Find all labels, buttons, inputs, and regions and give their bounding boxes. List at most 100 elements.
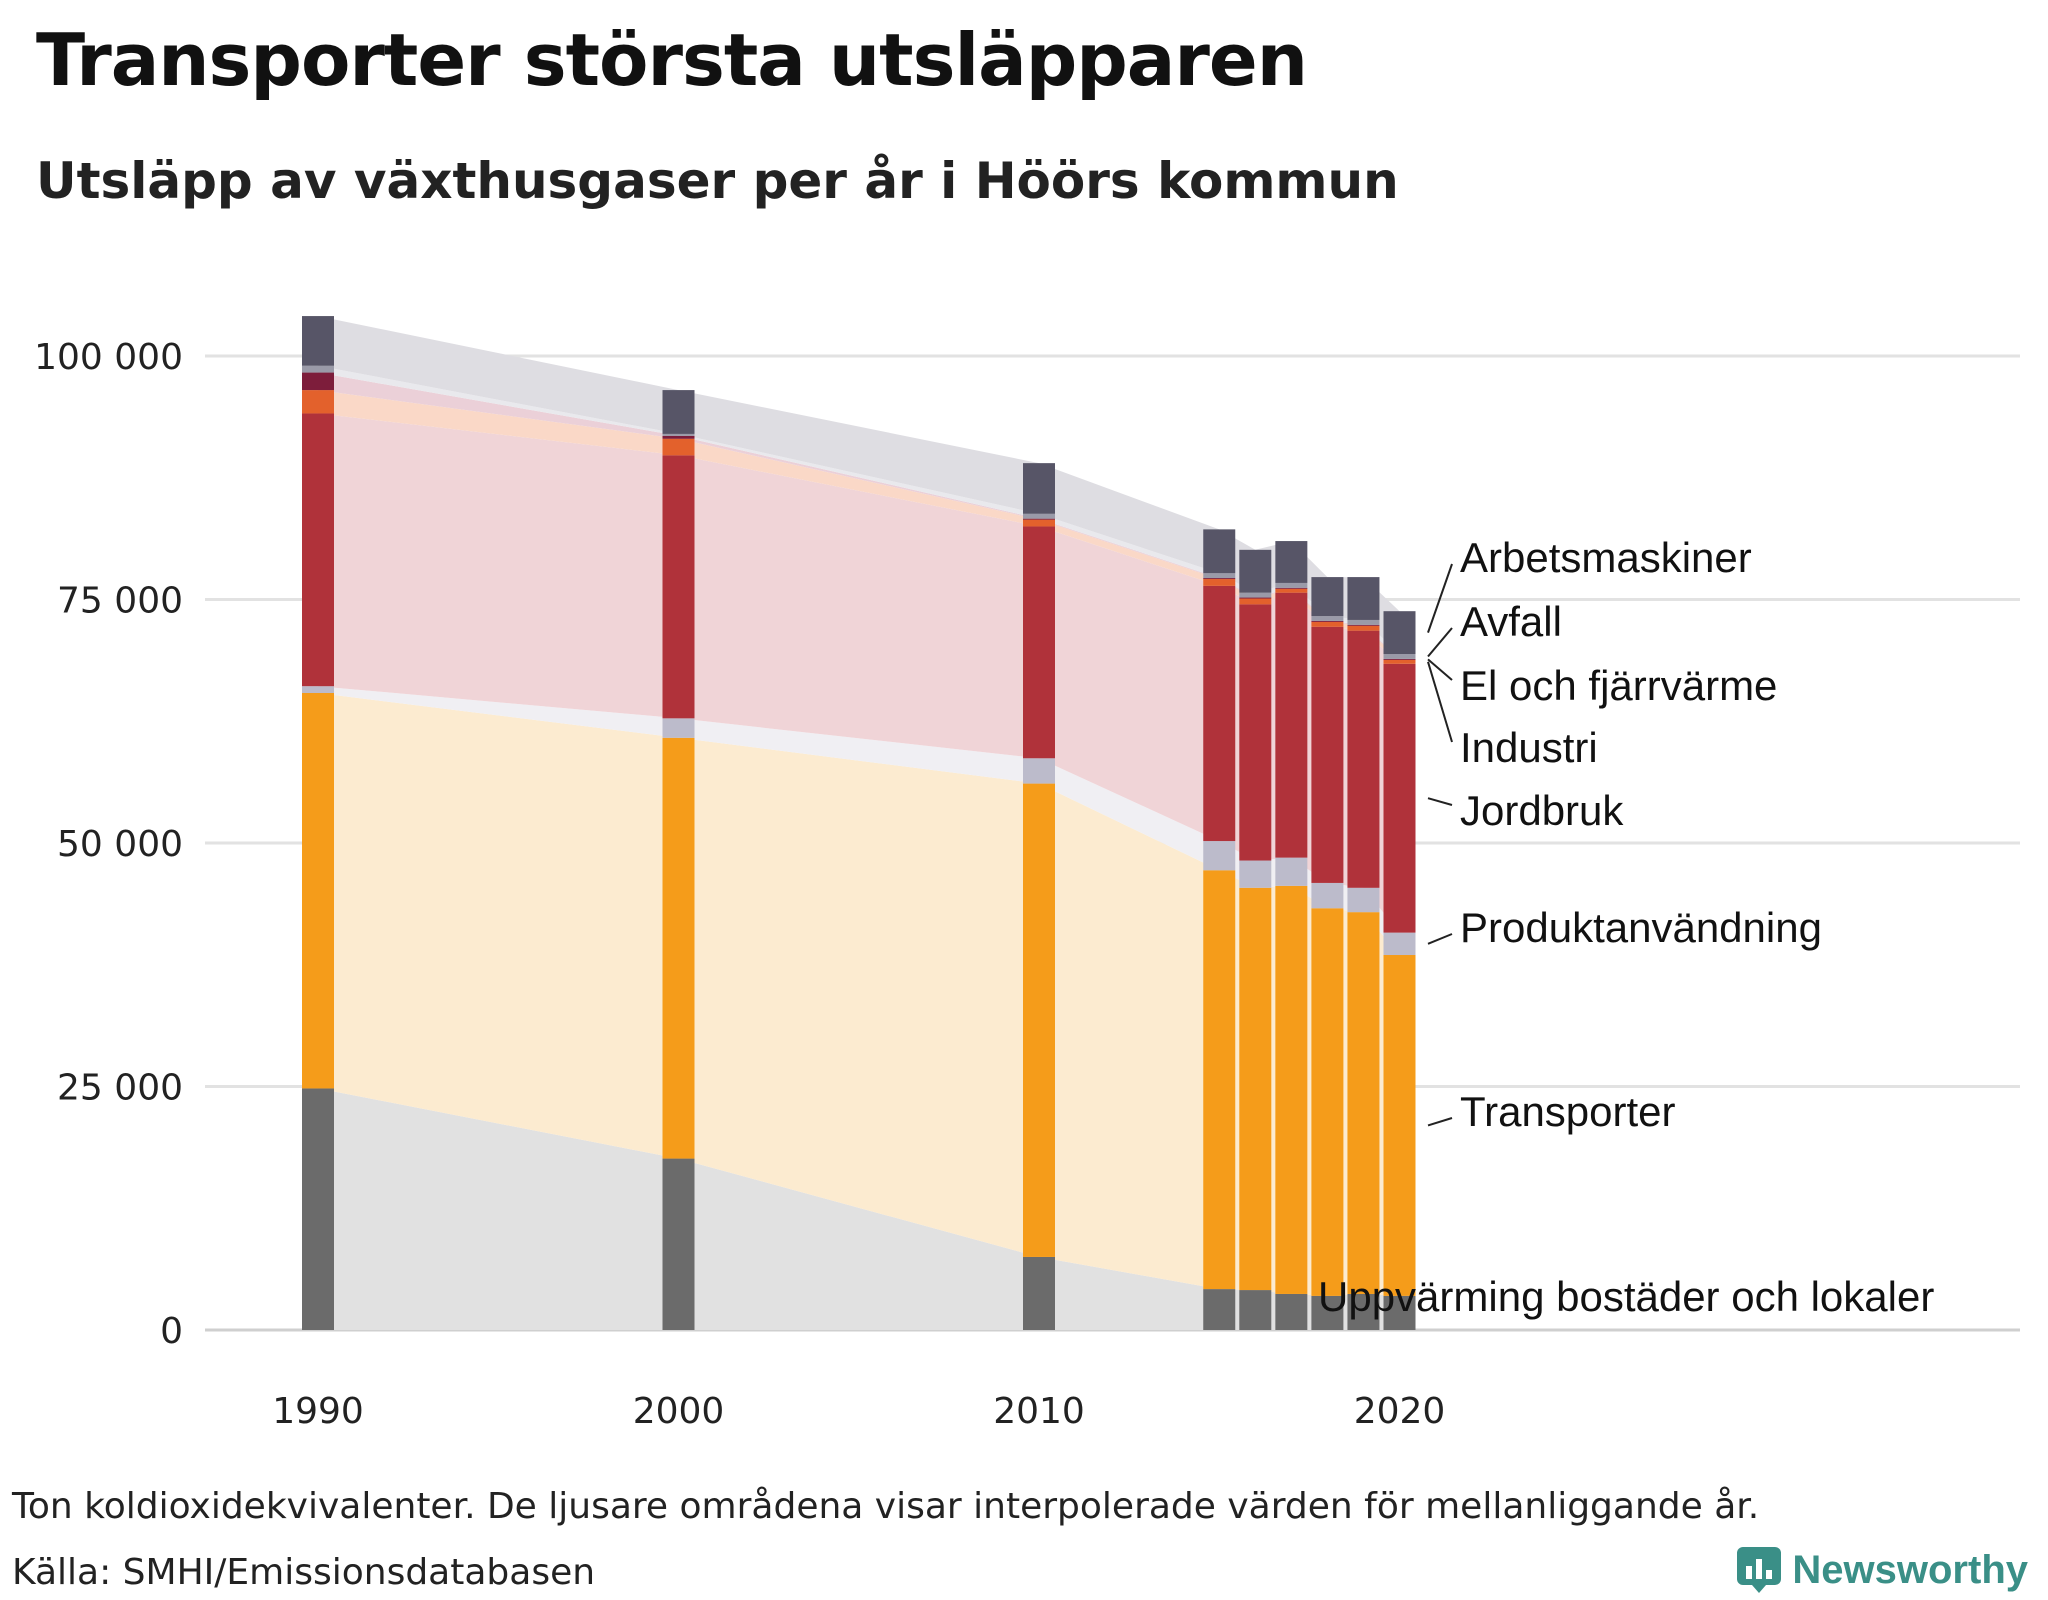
bar-segment <box>302 365 334 373</box>
bar-segment <box>302 372 334 391</box>
y-tick-label: 75 000 <box>57 581 183 622</box>
bar-segment <box>662 1158 695 1330</box>
y-tick-label: 25 000 <box>57 1068 183 1109</box>
bar-segment <box>1311 577 1344 617</box>
bar-segment <box>1203 579 1236 586</box>
bar-segment <box>662 390 695 434</box>
bar-segment <box>662 718 695 738</box>
x-tick-label: 2010 <box>993 1391 1085 1432</box>
bar-segment <box>1239 598 1272 605</box>
bar-segment <box>1347 1293 1380 1330</box>
bar-segment <box>1023 518 1055 520</box>
bar-segment <box>1239 604 1272 861</box>
bar-segment <box>1203 573 1236 579</box>
x-tick-label: 1990 <box>272 1391 364 1432</box>
bar-segment <box>302 390 334 414</box>
chart-subtitle: Utsläpp av växthusgaser per år i Höörs k… <box>36 152 1399 210</box>
bar-segment <box>662 435 695 439</box>
bar-segment <box>302 693 334 1089</box>
bar-segment <box>1311 882 1344 909</box>
series-area-5 <box>318 372 1400 660</box>
brand-name: Newsworthy <box>1792 1547 2028 1592</box>
bar-segment <box>1311 620 1344 622</box>
bar-segment <box>1347 577 1380 620</box>
bar-segment <box>1239 860 1272 888</box>
bar-segment <box>662 438 695 456</box>
series-label: Avfall <box>1460 598 1562 645</box>
source-note: Källa: SMHI/Emissionsdatabasen <box>12 1552 596 1593</box>
bar-segment <box>1383 663 1416 933</box>
series-label: Jordbruk <box>1460 787 1624 834</box>
y-tick-label: 0 <box>160 1311 183 1352</box>
bar-segment <box>1203 841 1236 871</box>
bar-segment <box>1239 597 1272 599</box>
series-area-7 <box>318 316 1400 654</box>
bar-segment <box>1203 529 1236 574</box>
bar-segment <box>1311 621 1344 627</box>
bar-segment <box>1239 1290 1272 1330</box>
bar-segment <box>1275 541 1308 583</box>
bar-segment <box>1239 549 1272 593</box>
bar-segment <box>1311 616 1344 621</box>
bar-segment <box>1383 659 1416 664</box>
bar-segment <box>1275 592 1308 858</box>
label-leader-line <box>1427 1117 1453 1127</box>
bar-segment <box>1023 783 1055 1257</box>
bar-segment <box>662 455 695 719</box>
bar-segment <box>302 413 334 687</box>
bar-segment <box>1311 1295 1344 1330</box>
bar-segment <box>1203 870 1236 1290</box>
bar-segment <box>1275 587 1308 589</box>
series-area-2 <box>318 686 1400 955</box>
bar-segment <box>1275 885 1308 1294</box>
label-leader-line <box>1427 658 1453 681</box>
bar-segment <box>662 433 695 436</box>
x-tick-label: 2020 <box>1354 1391 1446 1432</box>
bar-segment <box>1311 626 1344 883</box>
series-label: Produktanvändning <box>1460 904 1822 951</box>
bar-segment <box>662 737 695 1159</box>
series-label: Industri <box>1460 724 1598 771</box>
bar-segment <box>1275 582 1308 588</box>
label-leader-line <box>1427 563 1453 633</box>
bar-segment <box>1383 955 1416 1296</box>
bar-segment <box>1311 908 1344 1296</box>
bar-segment <box>1023 519 1055 527</box>
bar-segment <box>1023 1256 1055 1330</box>
bar-segment <box>1275 588 1308 593</box>
label-leader-line <box>1427 661 1453 743</box>
bar-segment <box>1347 625 1380 631</box>
bar-segment <box>1383 932 1416 956</box>
bar-segment <box>302 316 334 366</box>
y-tick-label: 100 000 <box>34 337 183 378</box>
series-area-4 <box>318 390 1400 664</box>
bar-segment <box>1347 619 1380 625</box>
bar-segment <box>1203 585 1236 842</box>
bar-segment <box>1383 658 1416 660</box>
series-label: El och fjärrvärme <box>1460 662 1777 709</box>
label-leader-line <box>1427 933 1453 945</box>
bar-segment <box>1275 857 1308 886</box>
bar-segment <box>1023 526 1055 759</box>
y-tick-label: 50 000 <box>57 824 183 865</box>
x-tick-label: 2000 <box>633 1391 725 1432</box>
bar-segment <box>302 1088 334 1330</box>
chart-title: Transporter största utsläpparen <box>36 18 1308 102</box>
series-label: Uppvärming bostäder och lokaler <box>1318 1273 1934 1320</box>
bar-segment <box>1347 912 1380 1294</box>
newsworthy-logo-icon <box>1737 1547 1782 1593</box>
bar-segment <box>1383 611 1416 655</box>
series-area-1 <box>318 693 1400 1296</box>
bar-segment <box>302 686 334 694</box>
bar-segment <box>1203 1289 1236 1330</box>
bar-segment <box>1275 1293 1308 1330</box>
bar-segment <box>1203 578 1236 580</box>
bar-segment <box>1023 463 1055 514</box>
brand-logo: Newsworthy <box>1736 1546 2028 1594</box>
bar-segment <box>1347 624 1380 626</box>
bar-segment <box>1347 630 1380 888</box>
label-leader-line <box>1427 627 1453 658</box>
footnote: Ton koldioxidekvivalenter. De ljusare om… <box>12 1486 1760 1527</box>
bar-segment <box>1383 654 1416 659</box>
bar-segment <box>1239 887 1272 1291</box>
